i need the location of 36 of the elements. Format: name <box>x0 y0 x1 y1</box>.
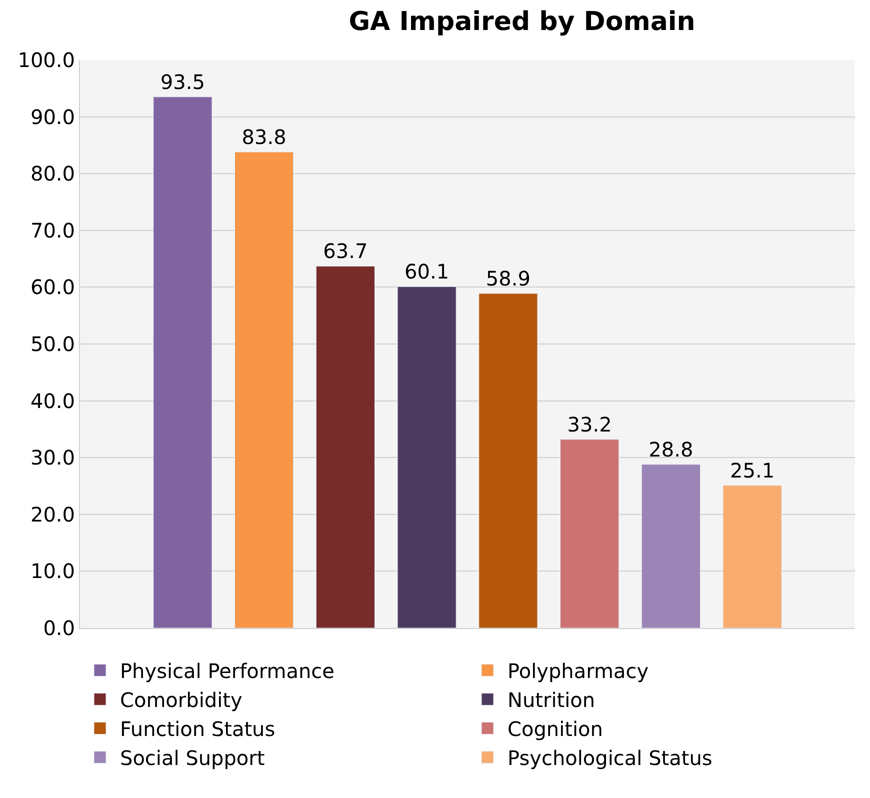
legend-label: Function Status <box>120 717 276 742</box>
y-tick-label: 40.0 <box>30 388 75 413</box>
data-label: 93.5 <box>160 70 205 94</box>
y-tick-label: 80.0 <box>30 162 75 186</box>
y-tick-label: 30.0 <box>30 446 75 470</box>
bar <box>722 485 782 628</box>
chart-title: GA Impaired by Domain <box>348 7 696 38</box>
legend-label: Psychological Status <box>508 746 712 770</box>
data-label: 33.2 <box>567 412 612 436</box>
y-tick-label: 70.0 <box>30 218 75 242</box>
data-label: 58.9 <box>486 266 530 290</box>
y-tick-label: 20.0 <box>30 502 75 526</box>
bar <box>641 464 700 628</box>
y-tick-label: 10.0 <box>30 559 75 584</box>
legend-label: Comorbidity <box>120 688 242 712</box>
data-label: 25.1 <box>730 458 775 482</box>
y-tick-label: 50.0 <box>30 332 75 356</box>
y-tick-label: 90.0 <box>30 104 75 129</box>
bar <box>560 439 620 628</box>
legend-label: Polypharmacy <box>508 659 649 684</box>
y-tick-label: 0.0 <box>43 616 75 640</box>
legend-label: Social Support <box>120 746 265 770</box>
bar <box>234 152 294 628</box>
bar <box>153 96 212 628</box>
data-label: 28.8 <box>648 437 694 462</box>
data-label: 63.7 <box>323 239 368 264</box>
legend-label: Cognition <box>508 717 603 742</box>
bar <box>397 286 456 628</box>
legend-label: Nutrition <box>508 688 596 712</box>
data-label: 60.1 <box>404 260 450 284</box>
y-tick-label: 60.0 <box>30 275 75 300</box>
data-label: 83.8 <box>242 125 286 150</box>
legend-label: Physical Performance <box>120 659 334 684</box>
y-tick-label: 100.0 <box>18 48 75 72</box>
bar <box>478 293 538 628</box>
bar <box>316 266 375 628</box>
